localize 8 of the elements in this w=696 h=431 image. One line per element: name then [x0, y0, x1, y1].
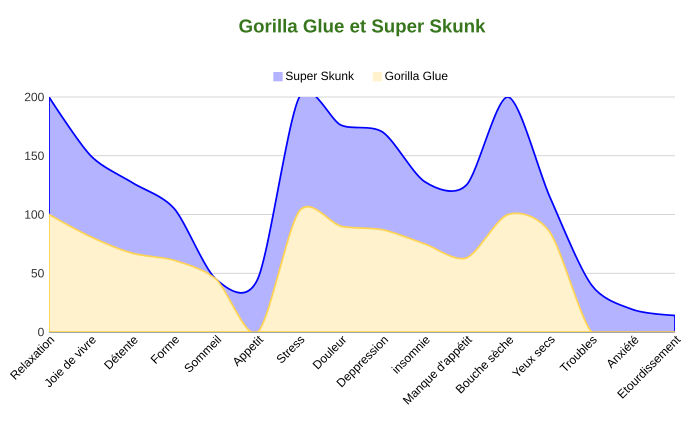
chart-title: Gorilla Glue et Super Skunk	[239, 18, 486, 36]
y-tick-label: 0	[38, 328, 44, 336]
y-tick-label: 100	[25, 210, 44, 219]
y-tick-label: 200	[24, 92, 44, 102]
y-tick-label: 150	[25, 151, 44, 160]
legend-label: Gorilla Glue	[385, 71, 448, 80]
legend-label: Super Skunk	[286, 71, 354, 82]
y-tick-label: 50	[31, 268, 44, 278]
